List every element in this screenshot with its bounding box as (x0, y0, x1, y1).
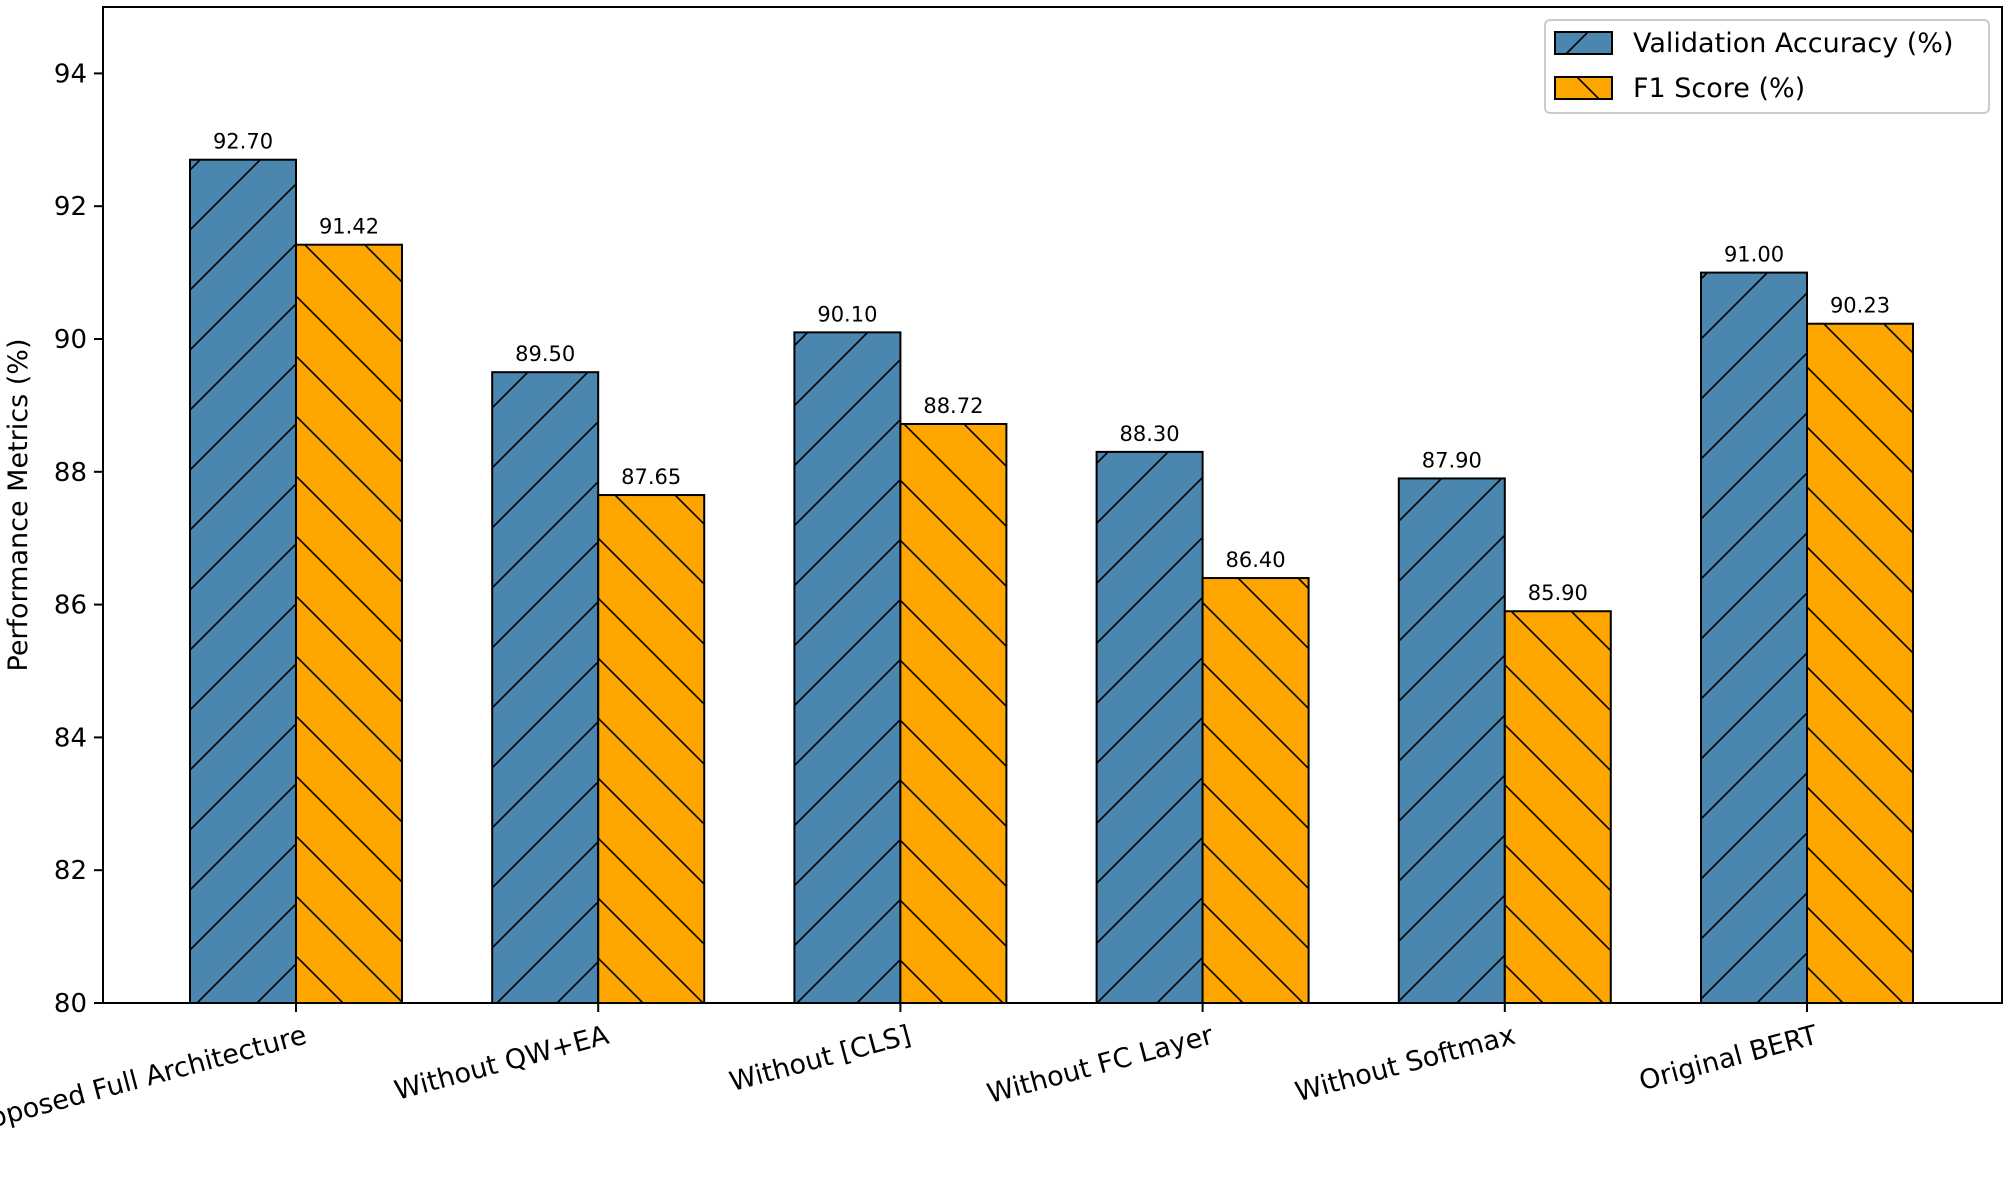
legend-swatch (1554, 76, 1613, 100)
bar-validation-accuracy (793, 331, 902, 1004)
value-label: 90.10 (817, 302, 877, 326)
y-tick-label: 86 (54, 591, 87, 621)
y-tick-label: 82 (54, 856, 87, 886)
x-axis: Proposed Full Architecture Without QW+EA W… (0, 1003, 1821, 1141)
value-label: 87.90 (1422, 448, 1482, 472)
value-label: 85.90 (1528, 581, 1588, 605)
y-tick-label: 94 (54, 59, 87, 89)
bar-validation-accuracy (1095, 450, 1204, 1004)
bar-f1-score (1503, 610, 1612, 1004)
x-tick-label: Original BERT (1636, 1020, 1821, 1097)
value-label: 88.72 (923, 394, 983, 418)
bar-f1-score (899, 422, 1008, 1004)
legend-swatch (1554, 31, 1613, 55)
y-tick-label: 80 (54, 989, 87, 1019)
value-label: 89.50 (515, 342, 575, 366)
bar-validation-accuracy (1397, 477, 1506, 1004)
legend-label: Validation Accuracy (%) (1633, 28, 1953, 59)
bar-f1-score (1806, 322, 1914, 1004)
bar-validation-accuracy (189, 158, 297, 1005)
bars-layer (189, 158, 1914, 1005)
value-label: 90.23 (1830, 294, 1890, 318)
y-tick-label: 88 (54, 458, 87, 488)
y-tick-label: 90 (54, 325, 87, 355)
legend: Validation Accuracy (%) F1 Score (%) (1544, 19, 1990, 114)
value-label: 91.00 (1724, 243, 1784, 267)
value-label: 88.30 (1120, 422, 1180, 446)
value-label: 87.65 (621, 465, 681, 489)
plot-frame (102, 6, 2003, 1004)
y-tick-label: 92 (54, 192, 87, 222)
x-tick-label: Without [CLS] (726, 1020, 914, 1098)
x-tick-label: Without Softmax (1292, 1020, 1519, 1108)
x-tick-label: Proposed Full Architecture (0, 1020, 310, 1141)
value-label: 86.40 (1226, 548, 1286, 572)
legend-item: F1 Score (%) (1554, 73, 1805, 104)
bar-f1-score (597, 494, 706, 1004)
y-axis: 80 82 84 86 88 90 92 94 (54, 59, 103, 1019)
legend-label: F1 Score (%) (1633, 73, 1805, 104)
bar-f1-score (1201, 577, 1310, 1004)
y-tick-label: 84 (54, 723, 87, 753)
legend-box (1544, 19, 1990, 114)
x-tick-label: Without FC Layer (984, 1020, 1217, 1110)
bar-validation-accuracy (491, 371, 600, 1004)
bar-validation-accuracy (1700, 271, 1808, 1005)
value-labels-layer: 92.70 89.50 90.10 88.30 87.90 91.00 91.42 87.65… (213, 130, 1890, 606)
bar-f1-score (295, 243, 403, 1005)
x-tick-label: Without QW+EA (391, 1020, 612, 1107)
value-label: 92.70 (213, 130, 273, 154)
legend-item: Validation Accuracy (%) (1554, 28, 1953, 59)
value-label: 91.42 (319, 215, 379, 239)
y-axis-label: Performance Metrics (%) (3, 339, 34, 672)
